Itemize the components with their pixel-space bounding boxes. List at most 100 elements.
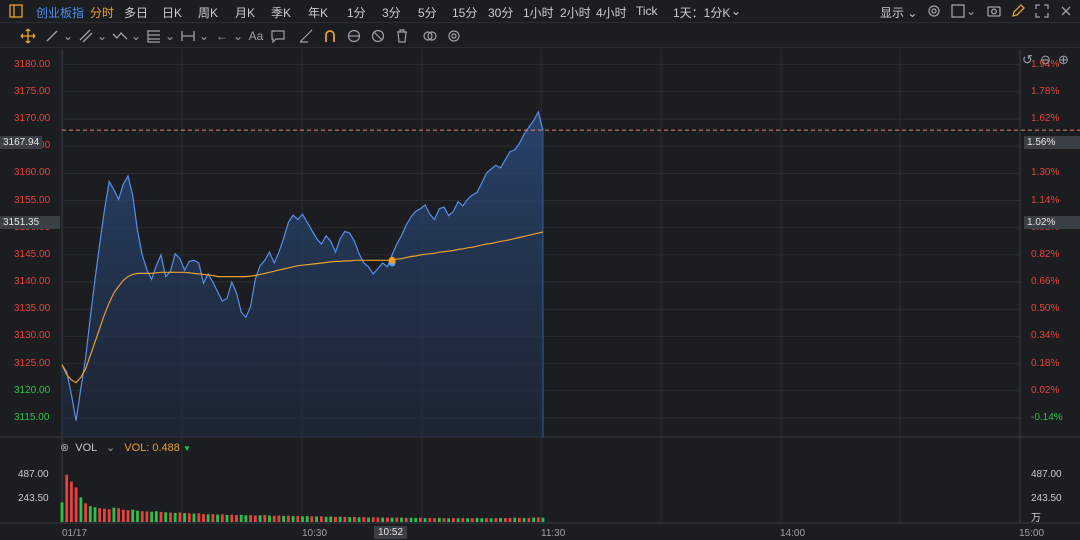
- text-tool-button[interactable]: Aa: [248, 29, 264, 43]
- time-label-1400: 14:00: [780, 528, 806, 539]
- chart-area[interactable]: 3180.003175.003170.003165.003160.003155.…: [0, 49, 1080, 540]
- volume-header: ⊗ VOL ⌄ VOL: 0.488 ▼: [60, 441, 191, 457]
- trend-line-chevron-icon[interactable]: ⌄: [62, 29, 74, 43]
- interval-tab-8[interactable]: 3分: [382, 6, 401, 20]
- percent-tick-label: 0.66%: [1031, 276, 1060, 288]
- volume-bar: [404, 517, 408, 522]
- interval-tab-13[interactable]: 2小时: [560, 6, 591, 20]
- fullscreen-icon[interactable]: [1034, 3, 1050, 19]
- percent-tick-label: 1.62%: [1031, 112, 1060, 124]
- volume-bar: [376, 517, 380, 522]
- crosshair-pct-tag: 1.02%: [1024, 216, 1080, 229]
- interval-tab-0[interactable]: 分时: [90, 6, 115, 20]
- zoom-out-icon[interactable]: ⊖: [1040, 52, 1051, 67]
- close-icon[interactable]: [1058, 3, 1074, 19]
- volume-bar: [117, 508, 120, 522]
- volume-bar: [428, 517, 432, 522]
- volume-bar: [296, 515, 300, 522]
- volume-bar: [249, 515, 252, 522]
- wave-icon[interactable]: [112, 28, 128, 44]
- compare-icon[interactable]: [422, 28, 438, 44]
- crosshair-price-tag: 3151.35: [0, 216, 60, 229]
- volume-bar: [329, 516, 333, 522]
- interval-tab-6[interactable]: 年K: [308, 6, 329, 20]
- current-pct-tag: 1.56%: [1024, 136, 1080, 149]
- volume-bar: [103, 508, 106, 522]
- camera-icon[interactable]: [986, 3, 1002, 19]
- interval-tab-9[interactable]: 5分: [418, 6, 437, 20]
- chart-settings-icon[interactable]: [446, 28, 462, 44]
- close-volume-icon[interactable]: ⊗: [60, 442, 70, 454]
- move-crosshair-icon[interactable]: [20, 28, 36, 44]
- volume-bar: [338, 516, 342, 522]
- volume-mid-left: 243.50: [18, 493, 49, 504]
- wave-chevron-icon[interactable]: ⌄: [130, 29, 142, 43]
- volume-bar: [395, 517, 399, 522]
- volume-bar: [230, 514, 234, 522]
- time-label-start: 01/17: [62, 528, 88, 539]
- comment-icon[interactable]: [270, 28, 286, 44]
- hide-drawings-icon[interactable]: [370, 28, 386, 44]
- volume-bar: [140, 511, 144, 522]
- volume-bar: [324, 516, 328, 522]
- volume-bar: [145, 511, 149, 522]
- zoom-in-icon[interactable]: ⊕: [1058, 52, 1069, 67]
- layout-chevron-icon[interactable]: ⌄: [966, 4, 977, 18]
- volume-bar: [263, 515, 267, 522]
- trend-line-icon[interactable]: [44, 28, 60, 44]
- percent-tick-label: -0.14%: [1031, 411, 1063, 423]
- interval-tab-16[interactable]: 1天：1分K: [673, 6, 731, 20]
- volume-bar: [466, 518, 469, 522]
- price-area-fill: [62, 111, 543, 438]
- display-menu[interactable]: 显示 ⌄: [880, 4, 917, 21]
- range-icon[interactable]: [180, 28, 196, 44]
- volume-bar: [192, 513, 196, 522]
- interval-tab-5[interactable]: 季K: [271, 6, 292, 20]
- trash-icon[interactable]: [394, 28, 410, 44]
- interval-tab-2[interactable]: 日K: [162, 6, 183, 20]
- volume-bar: [485, 518, 488, 522]
- volume-bar: [461, 518, 465, 522]
- layout-icon[interactable]: [950, 3, 966, 19]
- volume-bar: [390, 517, 394, 522]
- volume-bar: [253, 515, 257, 522]
- volume-bar: [98, 508, 102, 522]
- pencil-icon[interactable]: [1010, 3, 1026, 19]
- fibonacci-icon[interactable]: [146, 28, 162, 44]
- volume-bar: [183, 513, 186, 522]
- range-chevron-icon[interactable]: ⌄: [198, 29, 210, 43]
- price-line: [61, 110, 544, 421]
- interval-tab-7[interactable]: 1分: [347, 6, 366, 20]
- ruler-icon[interactable]: [298, 28, 314, 44]
- interval-tab-14[interactable]: 4小时: [596, 6, 627, 20]
- fibonacci-chevron-icon[interactable]: ⌄: [164, 29, 176, 43]
- interval-tab-4[interactable]: 月K: [235, 6, 256, 20]
- volume-unit: 万: [1031, 513, 1041, 524]
- reset-chart-icon[interactable]: ↺: [1022, 52, 1033, 67]
- interval-tab-11[interactable]: 30分: [488, 6, 514, 20]
- channel-chevron-icon[interactable]: ⌄: [96, 29, 108, 43]
- volume-bar: [150, 511, 153, 522]
- volume-bar: [84, 503, 87, 522]
- channel-icon[interactable]: [78, 28, 94, 44]
- percent-tick-label: 1.14%: [1031, 194, 1060, 206]
- interval-tab-1[interactable]: 多日: [124, 6, 149, 20]
- sidebar-toggle-icon[interactable]: [8, 3, 24, 19]
- interval-tab-10[interactable]: 15分: [452, 6, 478, 20]
- intraday-chart[interactable]: [0, 49, 1080, 540]
- volume-bar: [159, 511, 163, 522]
- volume-bar: [423, 518, 427, 522]
- interval-chevron-icon[interactable]: ⌄: [731, 4, 742, 18]
- volume-chevron-icon[interactable]: ⌄: [105, 442, 116, 454]
- drawing-toolbar: ⌄ ⌄ ⌄ ⌄ ⌄ ← ⌄ Aa: [0, 24, 1080, 48]
- lock-drawings-icon[interactable]: [346, 28, 362, 44]
- magnet-icon[interactable]: [322, 28, 338, 44]
- interval-tab-12[interactable]: 1小时: [523, 6, 554, 20]
- arrow-chevron-icon[interactable]: ⌄: [232, 29, 244, 43]
- volume-bar: [258, 515, 262, 522]
- index-title[interactable]: 创业板指: [36, 6, 85, 20]
- arrow-left-icon[interactable]: ←: [216, 29, 228, 43]
- interval-tab-15[interactable]: Tick: [636, 4, 658, 18]
- interval-tab-3[interactable]: 周K: [198, 6, 219, 20]
- settings-icon[interactable]: [926, 3, 942, 19]
